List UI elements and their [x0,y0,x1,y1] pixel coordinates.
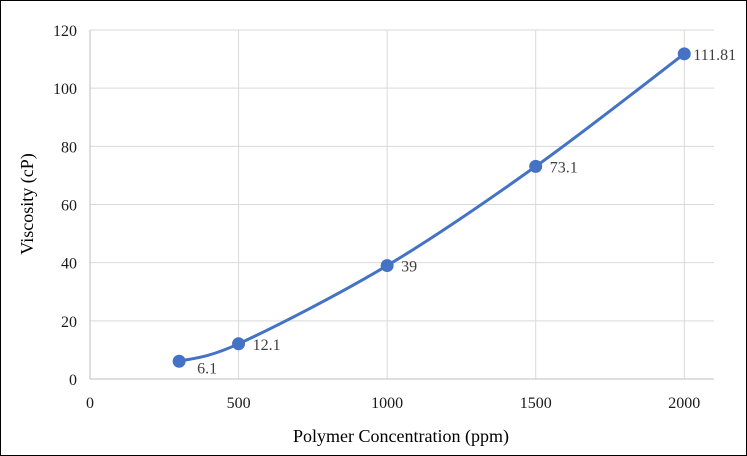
y-tick-label: 120 [53,23,77,40]
data-labels: 6.1 12.1 39 73.1 111.81 [197,47,736,377]
data-point [380,259,394,273]
grid-lines [90,29,714,379]
x-tick-label: 0 [86,395,94,412]
data-point [529,159,543,173]
y-tick-label: 80 [61,139,77,156]
y-axis-title: Viscosity (cP) [17,153,38,254]
data-label: 12.1 [253,337,281,354]
x-tick-label: 500 [227,395,251,412]
tick-labels: 0 20 40 60 80 100 120 0 500 1000 1500 2000 [53,23,700,412]
x-axis-title: Polymer Concentration (ppm) [293,426,509,447]
y-tick-label: 40 [61,256,77,273]
data-point [172,354,186,368]
axes [89,30,714,380]
data-label: 111.81 [693,47,736,64]
data-label: 39 [401,259,417,276]
y-tick-label: 100 [53,81,77,98]
x-tick-label: 1500 [520,395,552,412]
series-line [178,52,686,363]
data-label: 6.1 [197,360,217,377]
y-tick-label: 20 [61,314,77,331]
y-tick-label: 60 [61,198,77,215]
data-points [172,47,691,368]
data-label: 73.1 [550,159,578,176]
x-tick-label: 1000 [371,395,403,412]
x-tick-label: 2000 [668,395,700,412]
y-tick-label: 0 [69,372,77,389]
data-point [677,47,691,61]
data-point [232,337,246,351]
